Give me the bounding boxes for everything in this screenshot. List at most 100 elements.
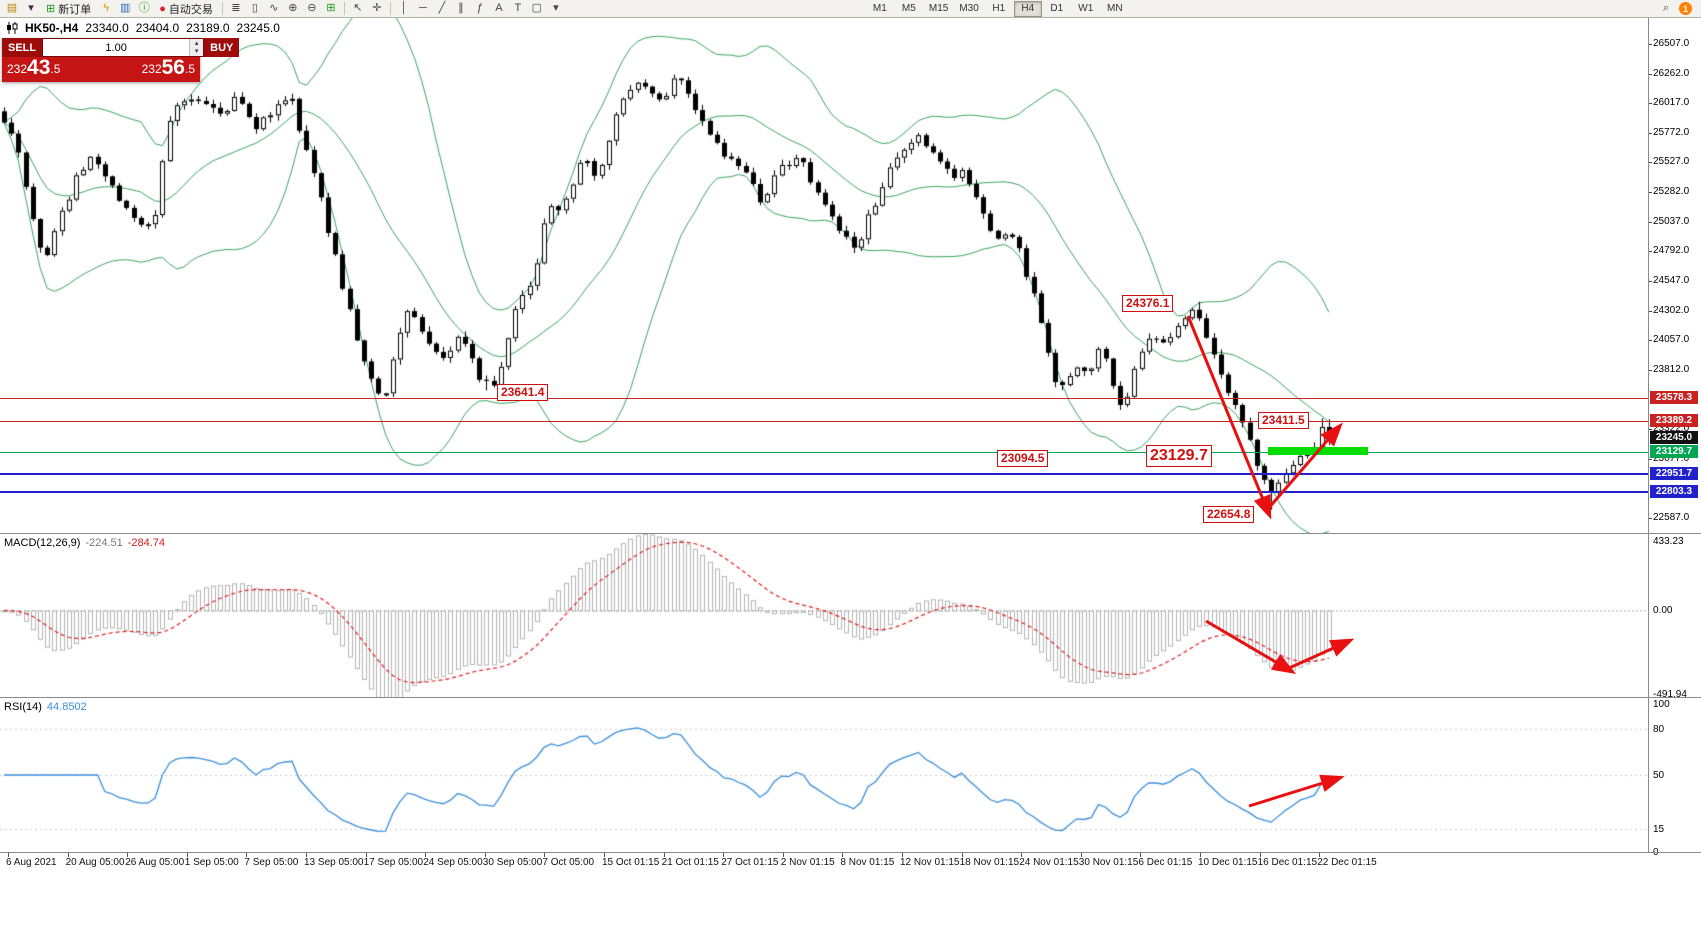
timeframe-mn-button[interactable]: MN bbox=[1107, 3, 1123, 14]
time-label: 17 Sep 05:00 bbox=[363, 857, 424, 868]
main-chart-canvas[interactable] bbox=[0, 18, 1648, 533]
candlestick-icon bbox=[7, 22, 18, 34]
zoom-out-icon[interactable]: ⊖ bbox=[303, 1, 321, 16]
timeframe-h1-button[interactable]: H1 bbox=[992, 3, 1006, 14]
volume-input[interactable] bbox=[43, 39, 190, 56]
rsi-panel-canvas[interactable] bbox=[0, 698, 1648, 852]
rsi-panel-separator[interactable] bbox=[0, 697, 1701, 698]
timeframe-h4-button[interactable]: H4 bbox=[1013, 0, 1042, 17]
timeframe-m5-button[interactable]: M5 bbox=[901, 3, 916, 14]
new-order-button[interactable]: ⊞ 新订单 bbox=[41, 1, 96, 16]
pivot-tag: 23129.7 bbox=[1650, 445, 1698, 459]
fibonacci-icon-glyph: ƒ bbox=[476, 2, 483, 14]
notification-badge[interactable]: 1 bbox=[1679, 2, 1692, 15]
new-chart-icon[interactable]: ▤ bbox=[3, 1, 21, 16]
macd-main-value: -224.51 bbox=[85, 537, 123, 549]
channel-icon[interactable]: ∥ bbox=[452, 1, 470, 16]
time-axis-tick bbox=[663, 853, 665, 857]
horizontal-line-icon[interactable]: ─ bbox=[414, 1, 432, 16]
time-axis-tick bbox=[842, 853, 844, 857]
price-annotation-24376.1[interactable]: 24376.1 bbox=[1122, 295, 1174, 312]
time-label: 2 Nov 01:15 bbox=[780, 857, 835, 868]
time-label: 8 Nov 01:15 bbox=[840, 857, 895, 868]
time-axis-tick bbox=[365, 853, 367, 857]
time-axis-tick bbox=[306, 853, 307, 857]
sell-button[interactable]: SELL bbox=[2, 38, 43, 57]
search-icon[interactable]: ⌕ bbox=[1657, 1, 1675, 16]
price-annotation-23641.4[interactable]: 23641.4 bbox=[497, 384, 549, 401]
price-axis-tick bbox=[1648, 429, 1652, 431]
tile-windows-icon[interactable]: ⊞ bbox=[322, 1, 340, 16]
price-scale-label: 24302.0 bbox=[1653, 304, 1690, 316]
shapes-icon[interactable]: ▢ bbox=[528, 1, 546, 16]
horizontal-level-line-22951.7[interactable] bbox=[0, 472, 1648, 475]
price-axis-separator bbox=[1648, 18, 1649, 852]
price-axis-tick bbox=[1648, 192, 1652, 194]
channel-icon-glyph: ∥ bbox=[458, 2, 464, 14]
price-annotation-22654.8[interactable]: 22654.8 bbox=[1203, 506, 1255, 523]
high-value: 23404.0 bbox=[135, 21, 180, 35]
volume-down-button[interactable] bbox=[190, 47, 204, 56]
price-scale-label: 26507.0 bbox=[1653, 37, 1690, 49]
support-zone-highlight[interactable] bbox=[1268, 446, 1368, 455]
market-watch-icon[interactable]: ▥ bbox=[116, 1, 134, 16]
label-icon[interactable]: T bbox=[509, 1, 527, 16]
macd-axis-label: 433.23 bbox=[1653, 536, 1684, 547]
macd-axis-label: -491.94 bbox=[1653, 688, 1687, 700]
vertical-line-icon[interactable]: │ bbox=[395, 1, 413, 16]
price-axis-tick bbox=[1648, 458, 1652, 460]
price-annotation-23094.5[interactable]: 23094.5 bbox=[997, 450, 1049, 467]
rsi-axis-label: 15 bbox=[1653, 823, 1665, 835]
price-scale-label: 24547.0 bbox=[1653, 275, 1690, 286]
time-label: 30 Nov 01:15 bbox=[1078, 857, 1139, 868]
crosshair-icon-glyph: ✛ bbox=[372, 2, 382, 14]
timeframe-m30-button[interactable]: M30 bbox=[959, 3, 979, 14]
cursor-icon[interactable]: ↖ bbox=[349, 1, 367, 16]
chart-dropdown-arrow[interactable]: ▾ bbox=[22, 1, 40, 16]
horizontal-level-line-22803.3[interactable] bbox=[0, 490, 1648, 493]
crosshair-icon[interactable]: ✛ bbox=[368, 1, 386, 16]
timeframe-m15-button[interactable]: M15 bbox=[928, 3, 949, 14]
price-annotation-23411.5[interactable]: 23411.5 bbox=[1258, 412, 1309, 429]
volume-box bbox=[42, 38, 205, 57]
rsi-axis-label: 80 bbox=[1653, 723, 1665, 735]
price-annotation-23129.7[interactable]: 23129.7 bbox=[1146, 445, 1212, 467]
data-window-icon[interactable]: ⓘ bbox=[135, 1, 153, 16]
timeframe-m1-button[interactable]: M1 bbox=[872, 3, 887, 14]
macd-panel-separator[interactable] bbox=[0, 533, 1701, 534]
price-axis-tick bbox=[1648, 162, 1652, 164]
shapes-icon-glyph: ▢ bbox=[531, 2, 543, 14]
vertical-line-icon-glyph: │ bbox=[400, 2, 408, 14]
time-axis-tick bbox=[186, 853, 188, 857]
time-label: 6 Dec 01:15 bbox=[1138, 857, 1193, 868]
candlestick-mode-icon[interactable]: ▯ bbox=[246, 1, 264, 16]
text-icon[interactable]: A bbox=[490, 1, 508, 16]
new-order-button-glyph: ⊞ bbox=[46, 3, 56, 15]
line-chart-mode-icon[interactable]: ∿ bbox=[265, 1, 283, 16]
price-scale-label: 23322.0 bbox=[1653, 423, 1690, 435]
trendline-icon[interactable]: ╱ bbox=[433, 1, 451, 16]
price-axis-tick bbox=[1648, 132, 1652, 134]
time-label: 12 Nov 01:15 bbox=[900, 857, 960, 868]
price-scale-label: 26262.0 bbox=[1653, 67, 1690, 79]
macd-panel-canvas[interactable] bbox=[0, 534, 1648, 697]
timeframe-w1-button[interactable]: W1 bbox=[1078, 3, 1094, 14]
horizontal-level-line-23129.7[interactable] bbox=[0, 451, 1648, 453]
time-axis-tick bbox=[782, 853, 784, 857]
volume-up-button[interactable] bbox=[190, 39, 204, 48]
horizontal-level-line-23389.2[interactable] bbox=[0, 420, 1648, 422]
price-axis-tick bbox=[1648, 221, 1652, 223]
price-scale-label: 25772.0 bbox=[1653, 126, 1690, 138]
quick-trade-icon[interactable]: ϟ bbox=[97, 1, 115, 16]
zoom-in-icon[interactable]: ⊕ bbox=[284, 1, 302, 16]
fibonacci-icon[interactable]: ƒ bbox=[471, 1, 489, 16]
data-window-icon-glyph: ⓘ bbox=[138, 2, 150, 14]
buy-button[interactable]: BUY bbox=[204, 38, 240, 57]
support-tag-1: 22951.7 bbox=[1650, 466, 1698, 480]
bar-chart-mode-icon[interactable]: ≣ bbox=[227, 1, 245, 16]
horizontal-level-line-23578.3[interactable] bbox=[0, 397, 1648, 399]
shapes-dropdown-arrow[interactable]: ▾ bbox=[547, 1, 565, 16]
autotrading-button[interactable]: ● 自动交易 bbox=[154, 1, 218, 16]
timeframe-d1-button[interactable]: D1 bbox=[1050, 3, 1064, 14]
search-icon-glyph: ⌕ bbox=[1662, 2, 1670, 14]
